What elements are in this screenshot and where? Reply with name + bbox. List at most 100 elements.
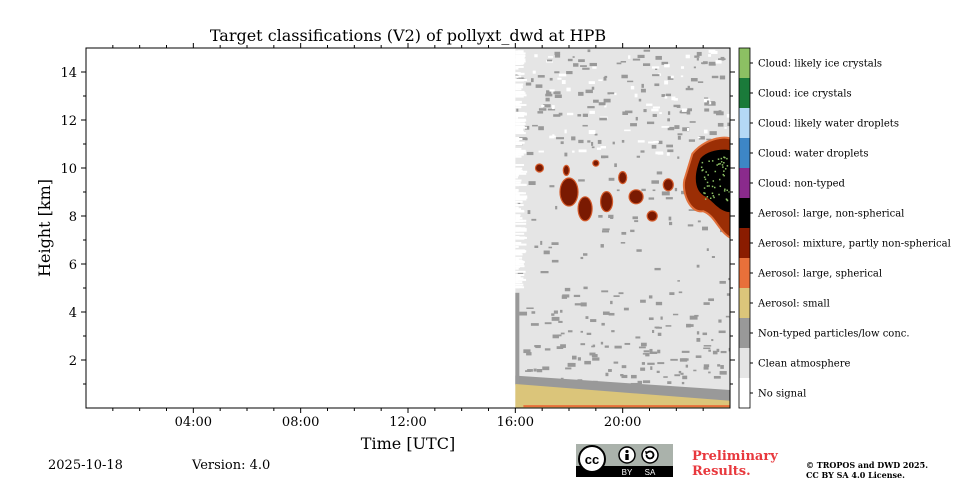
ice-speck (707, 174, 709, 176)
speckle-cell (621, 231, 627, 235)
ice-speck (720, 157, 723, 160)
speckle-cell (584, 360, 591, 365)
speckle-cell (655, 301, 663, 306)
speckle-cell (646, 103, 653, 106)
speckle-cell (602, 228, 610, 231)
mixture-patch (559, 177, 579, 207)
no-signal-cell (515, 101, 520, 104)
no-signal-cell (515, 103, 527, 106)
speckle-cell (588, 81, 595, 84)
speckle-cell (709, 131, 717, 136)
speckle-cell (607, 92, 615, 95)
speckle-cell (663, 376, 668, 378)
speckle-cell (702, 332, 708, 336)
speckle-cell (621, 139, 625, 143)
speckle-cell (654, 267, 661, 271)
speckle-cell (620, 373, 624, 377)
speckle-cell (641, 362, 646, 365)
speckle-cell (708, 54, 712, 57)
speckle-cell (718, 319, 722, 323)
no-signal-cell (515, 56, 525, 59)
speckle-cell (681, 358, 689, 361)
ice-speck (726, 157, 728, 160)
speckle-cell (565, 367, 572, 370)
speckle-cell (696, 331, 700, 335)
speckle-cell (620, 61, 627, 63)
speckle-cell (618, 292, 624, 295)
y-tick-label: 8 (69, 210, 77, 225)
speckle-cell (672, 313, 679, 316)
no-signal-cell (515, 183, 527, 186)
speckle-cell (592, 357, 600, 361)
speckle-cell (620, 242, 626, 244)
speckle-cell (703, 366, 709, 370)
speckle-cell (541, 105, 545, 107)
speckle-cell (516, 77, 524, 80)
speckle-cell (648, 295, 653, 299)
speckle-cell (616, 62, 622, 65)
speckle-cell (729, 81, 730, 84)
speckle-cell (703, 302, 710, 305)
speckle-cell (601, 322, 605, 326)
speckle-cell (634, 93, 638, 98)
colorbar-swatch (739, 198, 750, 228)
speckle-cell (677, 133, 683, 136)
speckle-cell (702, 61, 708, 63)
speckle-cell (716, 111, 724, 116)
speckle-cell (708, 61, 716, 66)
colorbar-label: Cloud: likely water droplets (758, 119, 899, 130)
speckle-cell (703, 129, 708, 134)
ice-speck (700, 166, 703, 168)
no-signal-cell (515, 270, 526, 273)
speckle-cell (677, 156, 680, 159)
speckle-cell (598, 102, 606, 106)
speckle-cell (728, 277, 730, 281)
speckle-cell (647, 362, 655, 365)
x-tick-label: 20:00 (604, 415, 641, 430)
speckle-cell (641, 188, 646, 192)
ice-speck (723, 190, 726, 192)
speckle-cell (679, 111, 688, 114)
no-signal-cell (515, 281, 523, 284)
speckle-cell (682, 375, 688, 380)
speckle-cell (601, 230, 610, 233)
x-axis: 04:00 08:00 12:00 16:00 20:00 (112, 43, 704, 430)
ice-speck (701, 169, 703, 172)
speckle-cell (713, 375, 721, 379)
speckle-cell (668, 216, 672, 221)
speckle-cell (641, 83, 644, 88)
speckle-cell (657, 349, 661, 354)
speckle-cell (690, 78, 698, 82)
speckle-cell (610, 300, 613, 305)
speckle-cell (638, 346, 646, 349)
speckle-cell (666, 144, 674, 148)
speckle-cell (616, 189, 620, 192)
speckle-cell (597, 139, 602, 144)
ice-speck (711, 192, 714, 195)
no-signal-cell (515, 90, 525, 93)
speckle-cell (706, 138, 712, 141)
speckle-cell (660, 316, 663, 320)
speckle-cell (688, 324, 694, 327)
speckle-cell (637, 140, 645, 143)
speckle-cell (572, 150, 575, 153)
speckle-cell (582, 124, 588, 127)
speckle-cell (558, 320, 563, 323)
speckle-cell (550, 135, 556, 138)
footer-date: 2025-10-18 (48, 458, 123, 473)
speckle-cell (635, 336, 641, 339)
speckle-cell (557, 334, 562, 337)
ice-speck (721, 164, 724, 166)
speckle-cell (673, 98, 678, 101)
speckle-cell (670, 358, 678, 361)
speckle-cell (637, 380, 643, 385)
region-aerosol-small (515, 384, 730, 408)
speckle-cell (717, 122, 724, 127)
speckle-cell (580, 65, 587, 67)
speckle-cell (638, 98, 642, 102)
speckle-cell (687, 85, 690, 90)
speckle-cell (613, 295, 620, 297)
speckle-cell (553, 91, 561, 95)
speckle-cell (594, 133, 598, 136)
y-tick-label: 4 (69, 306, 77, 321)
